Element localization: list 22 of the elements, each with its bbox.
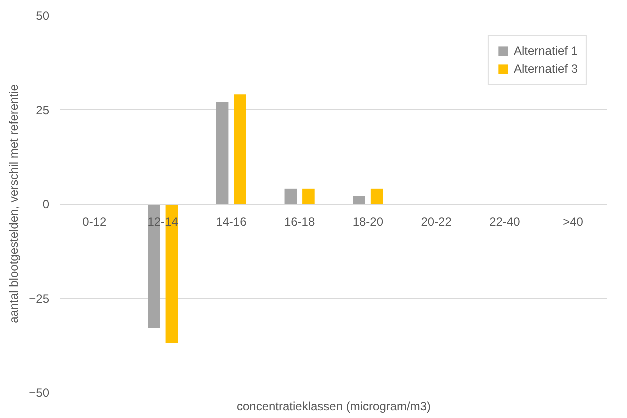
x-tick-label: 22-40 xyxy=(490,215,521,229)
x-tick-label: 20-22 xyxy=(421,215,452,229)
legend-label: Alternatief 3 xyxy=(514,62,578,76)
y-tick-label: 50 xyxy=(36,9,50,23)
x-tick-label: >40 xyxy=(563,215,584,229)
y-axis-title: aantal blootgestelden, verschil met referentie xyxy=(7,84,22,324)
bar xyxy=(370,188,384,204)
x-tick-label: 14-16 xyxy=(216,215,248,229)
x-tick-label: 0-12 xyxy=(82,215,108,229)
y-tick-label: −25 xyxy=(29,292,50,306)
legend-label: Alternatief 1 xyxy=(514,44,578,58)
x-tick-label: 18-20 xyxy=(352,215,384,229)
bar xyxy=(216,102,229,204)
x-axis-title: concentratieklassen (microgram/m3) xyxy=(236,400,432,414)
bar xyxy=(234,94,246,204)
y-tick-label: 25 xyxy=(36,103,50,118)
y-tick-label: −50 xyxy=(29,386,50,400)
y-tick-label: 0 xyxy=(42,198,50,212)
x-tick-label: 16-18 xyxy=(284,215,316,229)
bar xyxy=(353,196,366,204)
bar xyxy=(302,188,315,204)
bar xyxy=(284,188,298,204)
